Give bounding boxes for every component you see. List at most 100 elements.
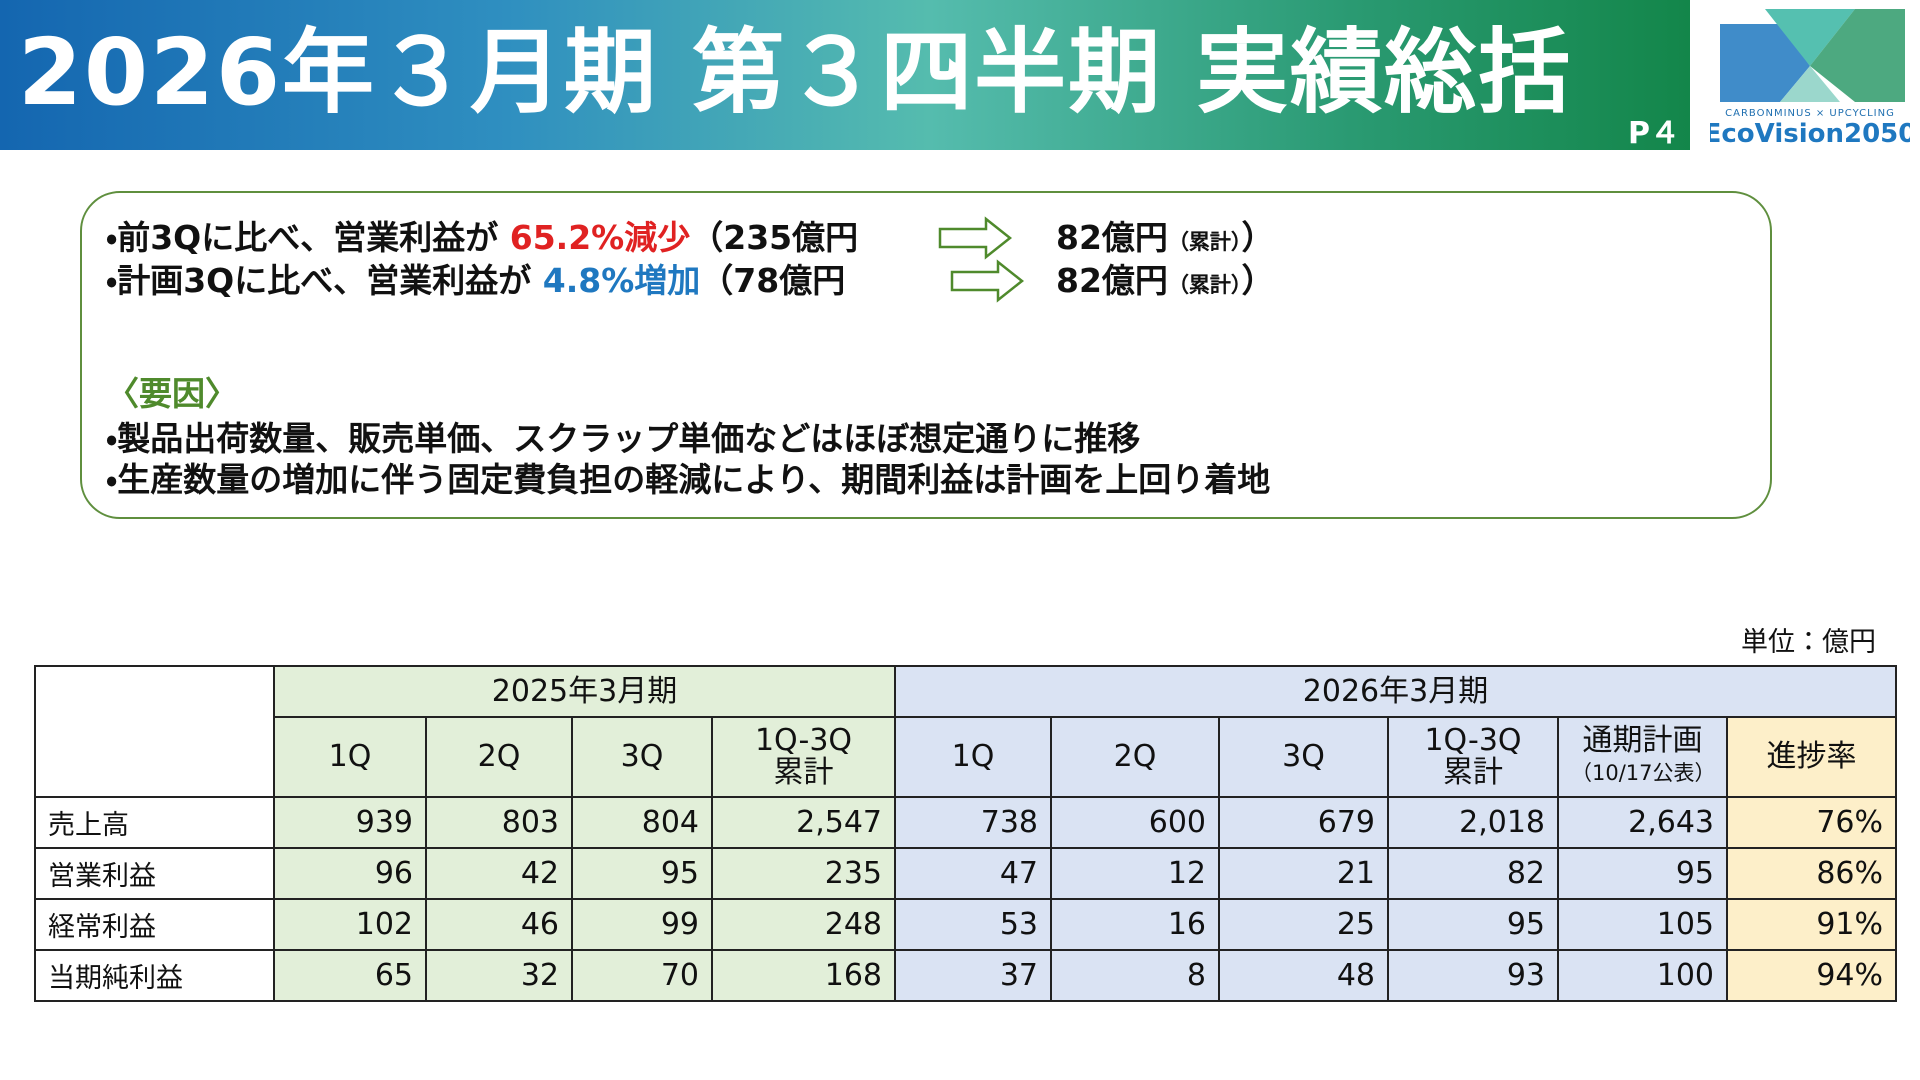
cell-value: 2,643: [1557, 796, 1728, 849]
cell-value: 102: [273, 898, 427, 951]
cell-value: 53: [894, 898, 1052, 951]
cell-value: 2,547: [711, 796, 896, 849]
column-header-line: 累計: [773, 755, 834, 790]
cell-value: 95: [1557, 847, 1728, 900]
cell-value: 47: [894, 847, 1052, 900]
header-bar: 2026年３月期 第３四半期 実績総括 P４: [0, 0, 1690, 151]
cell-value: 235: [711, 847, 896, 900]
column-header: 3Q: [1218, 716, 1389, 798]
summary-box: [80, 191, 1772, 519]
factor-item: ・生産数量の増加に伴う固定費負担の軽減により、期間利益は計画を上回り着地: [106, 460, 1271, 499]
cell-value: 16: [1050, 898, 1220, 951]
cell-value: 600: [1050, 796, 1220, 849]
cell-value: 248: [711, 898, 896, 951]
from-value: （78億円: [700, 261, 846, 300]
logo: CARBONMINUS × UPCYCLING EcoVision2050: [1710, 9, 1910, 149]
column-header-line: 1Q: [951, 739, 995, 774]
cell-value: 65: [273, 949, 427, 1002]
cell-value: 70: [571, 949, 713, 1002]
data-row: 当期純利益 65 32 70 168 37 8 48 93 100 94%: [34, 949, 1897, 1002]
cell-value: 48: [1218, 949, 1389, 1002]
cell-value: 100: [1557, 949, 1728, 1002]
slide-title: 2026年３月期 第３四半期 実績総括: [18, 19, 1573, 126]
cell-value: 96: [273, 847, 427, 900]
column-header: 1Q-3Q 累計: [711, 716, 896, 798]
column-header: 3Q: [571, 716, 713, 798]
to-value: 82億円: [1056, 261, 1168, 300]
from-value: （235億円: [690, 218, 859, 257]
cell-value: 939: [273, 796, 427, 849]
column-header-line: 累計: [1443, 755, 1503, 790]
column-row: 1Q 2Q 3Q 1Q-3Q 累計 1Q 2Q 3Q 1Q-3Q 累計 通期計画 （10/17公表）進…: [35, 716, 1897, 798]
cell-value: 86%: [1726, 847, 1897, 900]
column-header-line: 進捗率: [1766, 739, 1857, 774]
unit-label: 単位：億円: [1741, 627, 1876, 658]
column-header-line: 1Q: [328, 739, 372, 774]
cell-value: 12: [1050, 847, 1220, 900]
cell-value: 21: [1218, 847, 1389, 900]
row-label: 営業利益: [34, 847, 275, 900]
cell-value: 42: [425, 847, 573, 900]
cell-value: 37: [894, 949, 1052, 1002]
corner-cell: [34, 665, 275, 798]
summary-line: ・前3Qに比べ、営業利益が 65.2%減少（235億円: [106, 218, 858, 258]
cell-value: 2,018: [1387, 796, 1559, 849]
factors-heading: 〈要因〉: [106, 374, 238, 413]
cumulative-note: （累計）: [1167, 273, 1242, 297]
logo-tagline: CARBONMINUS × UPCYCLING: [1725, 108, 1895, 119]
group-header: 2026年3月期: [894, 665, 1897, 718]
column-header: 進捗率: [1726, 716, 1897, 798]
column-header-line: 3Q: [620, 739, 664, 774]
column-header: 2Q: [425, 716, 573, 798]
column-header: 1Q: [894, 716, 1052, 798]
row-label: 売上高: [34, 796, 275, 849]
cell-value: 804: [571, 796, 713, 849]
cell-value: 76%: [1726, 796, 1897, 849]
column-header-line: （10/17公表）: [1571, 761, 1716, 785]
cumulative-note: （累計）: [1167, 230, 1242, 254]
results-table: 2025年3月期 2026年3月期 1Q 2Q 3Q 1Q-3Q 累計 1Q 2Q 3Q 1Q-3Q…: [34, 665, 1897, 1002]
summary-lead: ・計画3Qに比べ、営業利益が: [106, 261, 532, 300]
column-header-line: 通期計画: [1582, 723, 1703, 758]
group-header: 2025年3月期: [273, 665, 896, 718]
cell-value: 32: [425, 949, 573, 1002]
cell-value: 168: [711, 949, 896, 1002]
data-row: 経常利益 102 46 99 248 53 16 25 95 105 91%: [34, 898, 1897, 951]
summary-result: 82億円（累計））: [1056, 261, 1274, 305]
change-value: 65.2%減少: [509, 218, 691, 257]
summary-line: ・計画3Qに比べ、営業利益が 4.8%増加（78億円: [106, 261, 845, 301]
cell-value: 93: [1387, 949, 1559, 1002]
to-value: 82億円: [1056, 218, 1168, 257]
group-row: 2025年3月期 2026年3月期: [34, 665, 1897, 798]
column-header-line: 1Q-3Q: [754, 723, 853, 758]
row-label: 当期純利益: [34, 949, 275, 1002]
cell-value: 803: [425, 796, 573, 849]
change-value: 4.8%増加: [542, 261, 701, 300]
column-header-line: 1Q-3Q: [1424, 723, 1522, 758]
column-header-line: 2Q: [1113, 739, 1157, 774]
column-header: 1Q-3Q 累計: [1387, 716, 1559, 798]
page-number: P４: [1628, 116, 1680, 151]
data-row: 営業利益 96 42 95 235 47 12 21 82 95 86%: [34, 847, 1897, 900]
close-paren: ）: [1241, 261, 1275, 300]
data-row: 売上高 939 803 804 2,547 738 600 679 2,018 2,643 76%: [34, 796, 1897, 849]
cell-value: 25: [1218, 898, 1389, 951]
close-paren: ）: [1241, 218, 1275, 257]
row-label: 経常利益: [34, 898, 275, 951]
cell-value: 738: [894, 796, 1052, 849]
logo-name: EcoVision2050: [1710, 119, 1910, 149]
arrow: [938, 216, 1013, 260]
column-header: 2Q: [1050, 716, 1220, 798]
cell-value: 95: [1387, 898, 1559, 951]
summary-result: 82億円（累計））: [1056, 218, 1274, 262]
cell-value: 82: [1387, 847, 1559, 900]
cell-value: 105: [1557, 898, 1728, 951]
cell-value: 679: [1218, 796, 1389, 849]
cell-value: 99: [571, 898, 713, 951]
column-header: 通期計画 （10/17公表）: [1557, 716, 1728, 798]
cell-value: 91%: [1726, 898, 1897, 951]
arrow: [950, 259, 1025, 303]
cell-value: 95: [571, 847, 713, 900]
column-header: 1Q: [273, 716, 427, 798]
